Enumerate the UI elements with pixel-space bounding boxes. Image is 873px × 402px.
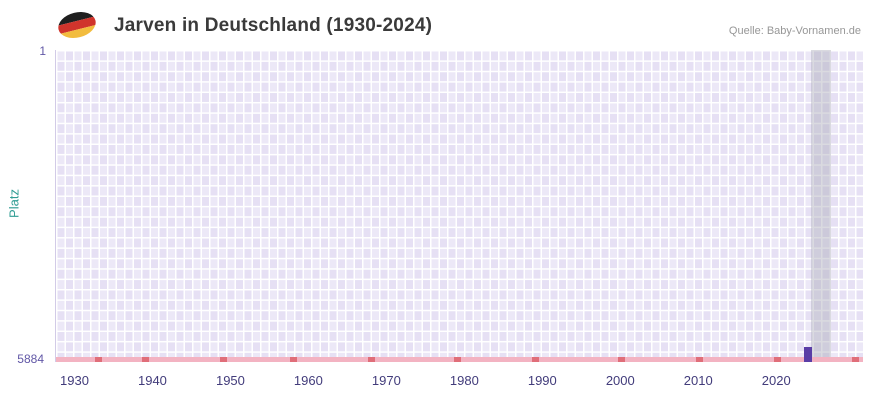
x-axis-ticks: 1930 1940 1950 1960 1970 1980 1990 2000 2010 2020 xyxy=(0,373,873,391)
baseline-mark xyxy=(617,357,625,362)
x-tick-label: 1980 xyxy=(449,373,479,388)
germany-flag-icon xyxy=(56,8,98,42)
plot-area xyxy=(55,50,863,362)
y-axis-title: Platz xyxy=(6,189,22,218)
chart-title: Jarven in Deutschland (1930-2024) xyxy=(114,15,433,36)
y-tick-top: 1 xyxy=(39,44,46,58)
x-tick-label: 1950 xyxy=(215,373,245,388)
baseline-mark xyxy=(532,357,540,362)
x-tick-label: 1960 xyxy=(293,373,323,388)
x-tick-label: 1990 xyxy=(527,373,557,388)
x-tick-label: 2010 xyxy=(683,373,713,388)
x-tick-label: 1940 xyxy=(137,373,167,388)
current-year-highlight-band xyxy=(811,50,832,362)
x-tick-label: 1930 xyxy=(60,373,89,388)
baseline-mark xyxy=(454,357,462,362)
x-tick-label: 1970 xyxy=(371,373,401,388)
baseline-mark xyxy=(290,357,298,362)
baseline-mark xyxy=(368,357,376,362)
baseline-mark xyxy=(773,357,781,362)
y-tick-bottom: 5884 xyxy=(17,352,44,366)
baseline-mark xyxy=(851,357,859,362)
baseline-mark xyxy=(695,357,703,362)
x-tick-label: 2020 xyxy=(761,373,791,388)
baseline-mark xyxy=(95,357,103,362)
baseline-mark xyxy=(142,357,150,362)
rank-bar[interactable] xyxy=(804,347,813,362)
source-attribution[interactable]: Quelle: Baby-Vornamen.de xyxy=(728,25,861,37)
baseline-mark xyxy=(220,357,228,362)
x-tick-label: 2000 xyxy=(605,373,635,388)
